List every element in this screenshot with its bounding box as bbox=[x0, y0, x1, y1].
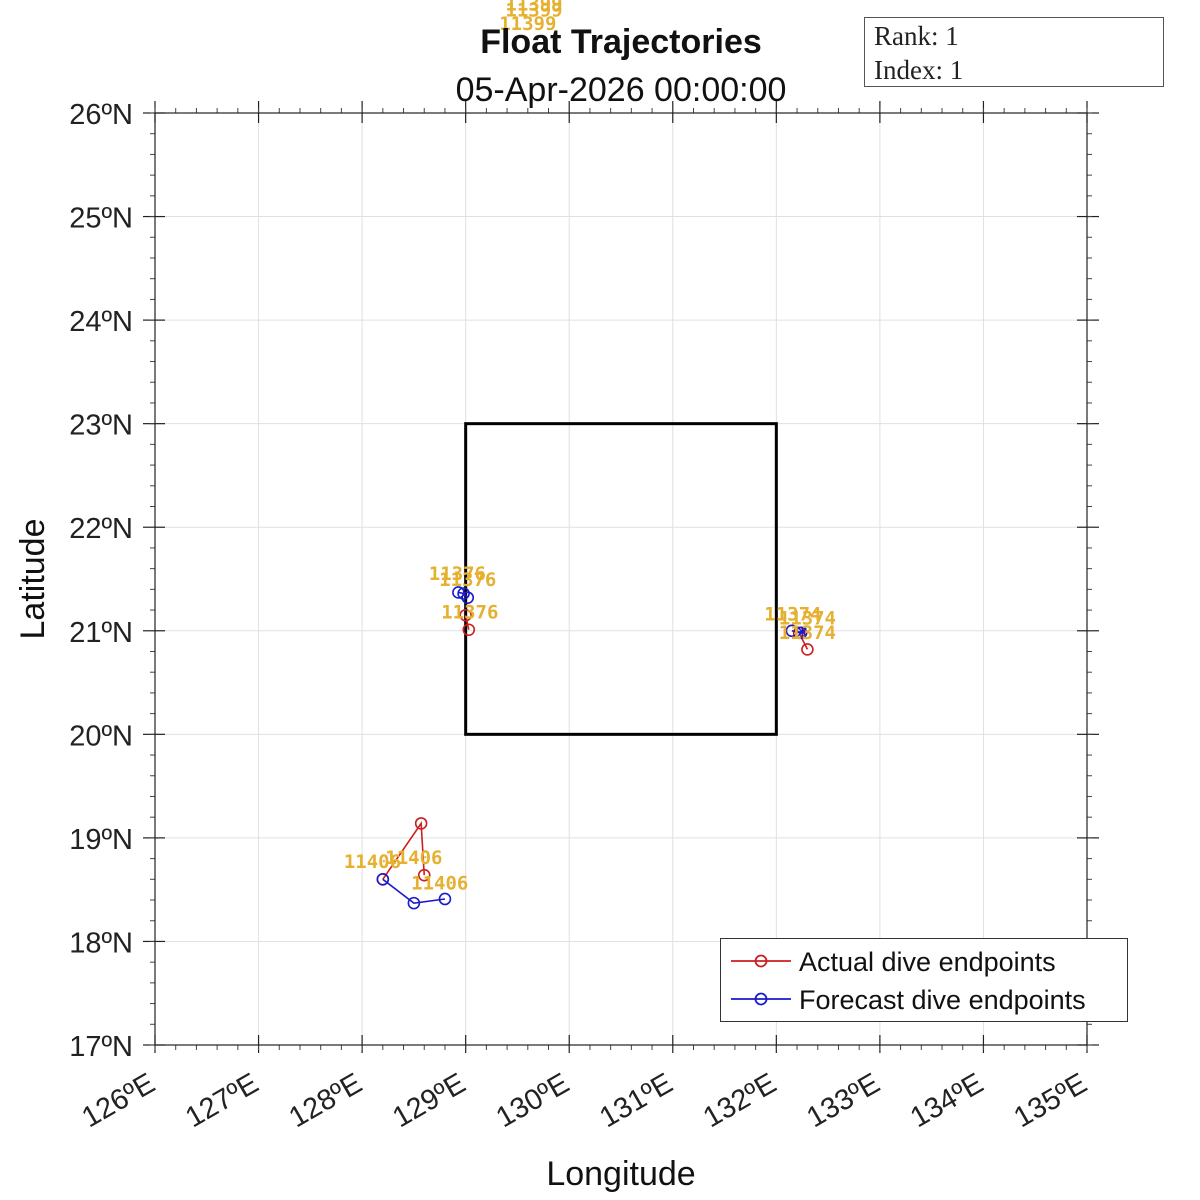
legend-item-actual: Actual dive endpoints bbox=[721, 943, 1127, 979]
dive-endpoint-marker bbox=[801, 643, 814, 656]
float-id-label: 11376 bbox=[429, 563, 486, 585]
legend-actual-marker bbox=[731, 954, 791, 968]
x-tick-label: 128ºE bbox=[284, 1067, 368, 1134]
index-text: Index: 1 bbox=[874, 55, 964, 85]
float-id-label: 11374 bbox=[779, 608, 836, 630]
dive-endpoint-marker bbox=[457, 587, 470, 600]
float-id-label: 11374 bbox=[779, 622, 836, 644]
chart-subtitle: 05-Apr-2026 00:00:00 bbox=[456, 71, 787, 109]
y-tick-label: 20ºN bbox=[69, 720, 133, 752]
float-id-label: 11399 bbox=[499, 13, 556, 35]
x-tick-label: 127ºE bbox=[180, 1067, 264, 1134]
legend-item-forecast: Forecast dive endpoints bbox=[721, 981, 1127, 1017]
x-tick-label: 132ºE bbox=[698, 1067, 782, 1134]
rank-text: Rank: 1 bbox=[874, 21, 959, 51]
x-tick-label: 135ºE bbox=[1009, 1067, 1093, 1134]
y-tick-label: 25ºN bbox=[69, 203, 133, 235]
float-id-label: 11406 bbox=[411, 873, 468, 895]
float-id-label: 11399 bbox=[505, 0, 562, 15]
x-tick-label: 130ºE bbox=[491, 1067, 575, 1134]
legend-forecast-marker bbox=[731, 992, 791, 1006]
y-tick-label: 26ºN bbox=[69, 99, 133, 131]
legend-forecast-label: Forecast dive endpoints bbox=[799, 985, 1086, 1015]
chart-title: Float Trajectories bbox=[480, 23, 762, 61]
y-tick-label: 22ºN bbox=[69, 513, 133, 545]
dive-endpoint-marker bbox=[417, 868, 431, 882]
x-axis-label: Longitude bbox=[546, 1155, 695, 1193]
current-position-marker bbox=[797, 626, 808, 637]
dive-endpoint-marker bbox=[794, 626, 808, 640]
dive-endpoint-marker bbox=[462, 623, 476, 637]
y-tick-label: 19ºN bbox=[69, 824, 133, 856]
region-box-group bbox=[464, 422, 778, 736]
float-id-label: 11406 bbox=[385, 847, 442, 869]
legend: Actual dive endpoints Forecast dive endp… bbox=[720, 938, 1128, 1022]
dive-endpoint-marker bbox=[785, 624, 799, 638]
y-axis-label: Latitude bbox=[14, 519, 52, 640]
x-tick-label: 131ºE bbox=[594, 1067, 678, 1134]
trajectory-line bbox=[798, 632, 809, 650]
y-tick-label: 21ºN bbox=[69, 617, 133, 649]
dive-endpoint-marker bbox=[452, 586, 465, 599]
dive-endpoint-marker bbox=[438, 892, 452, 906]
trajectory-line bbox=[464, 615, 470, 630]
trajectory-line bbox=[382, 878, 446, 904]
float-id-label: 11376 bbox=[441, 601, 498, 623]
trajectory-line bbox=[382, 821, 426, 880]
float-id-label: 11376 bbox=[439, 569, 496, 591]
dive-endpoint-marker bbox=[461, 591, 475, 604]
dive-endpoint-marker bbox=[407, 896, 421, 910]
x-tick-label: 126ºE bbox=[77, 1067, 161, 1134]
legend-actual-label: Actual dive endpoints bbox=[799, 947, 1056, 977]
dive-endpoint-marker bbox=[376, 873, 390, 886]
float-id-label: 11374 bbox=[764, 603, 821, 625]
series-group bbox=[376, 586, 814, 910]
grid bbox=[154, 112, 1088, 1046]
float-id-label: 11406 bbox=[344, 851, 401, 873]
region-box bbox=[464, 422, 778, 736]
x-tick-label: 134ºE bbox=[905, 1067, 989, 1134]
y-tick-label: 24ºN bbox=[69, 306, 133, 338]
dive-endpoint-marker bbox=[459, 608, 472, 622]
dive-endpoint-marker bbox=[414, 817, 428, 830]
axes-frame bbox=[154, 112, 1088, 1046]
y-tick-label: 18ºN bbox=[69, 927, 133, 959]
y-tick-label: 17ºN bbox=[69, 1031, 133, 1063]
y-tick-label: 23ºN bbox=[69, 410, 133, 442]
float-id-label: 11399 bbox=[505, 0, 562, 22]
x-tick-label: 129ºE bbox=[387, 1067, 471, 1134]
info-box: Rank: 1 Index: 1 bbox=[864, 17, 1164, 87]
x-tick-label: 133ºE bbox=[802, 1067, 886, 1134]
ticks bbox=[143, 101, 1099, 1053]
